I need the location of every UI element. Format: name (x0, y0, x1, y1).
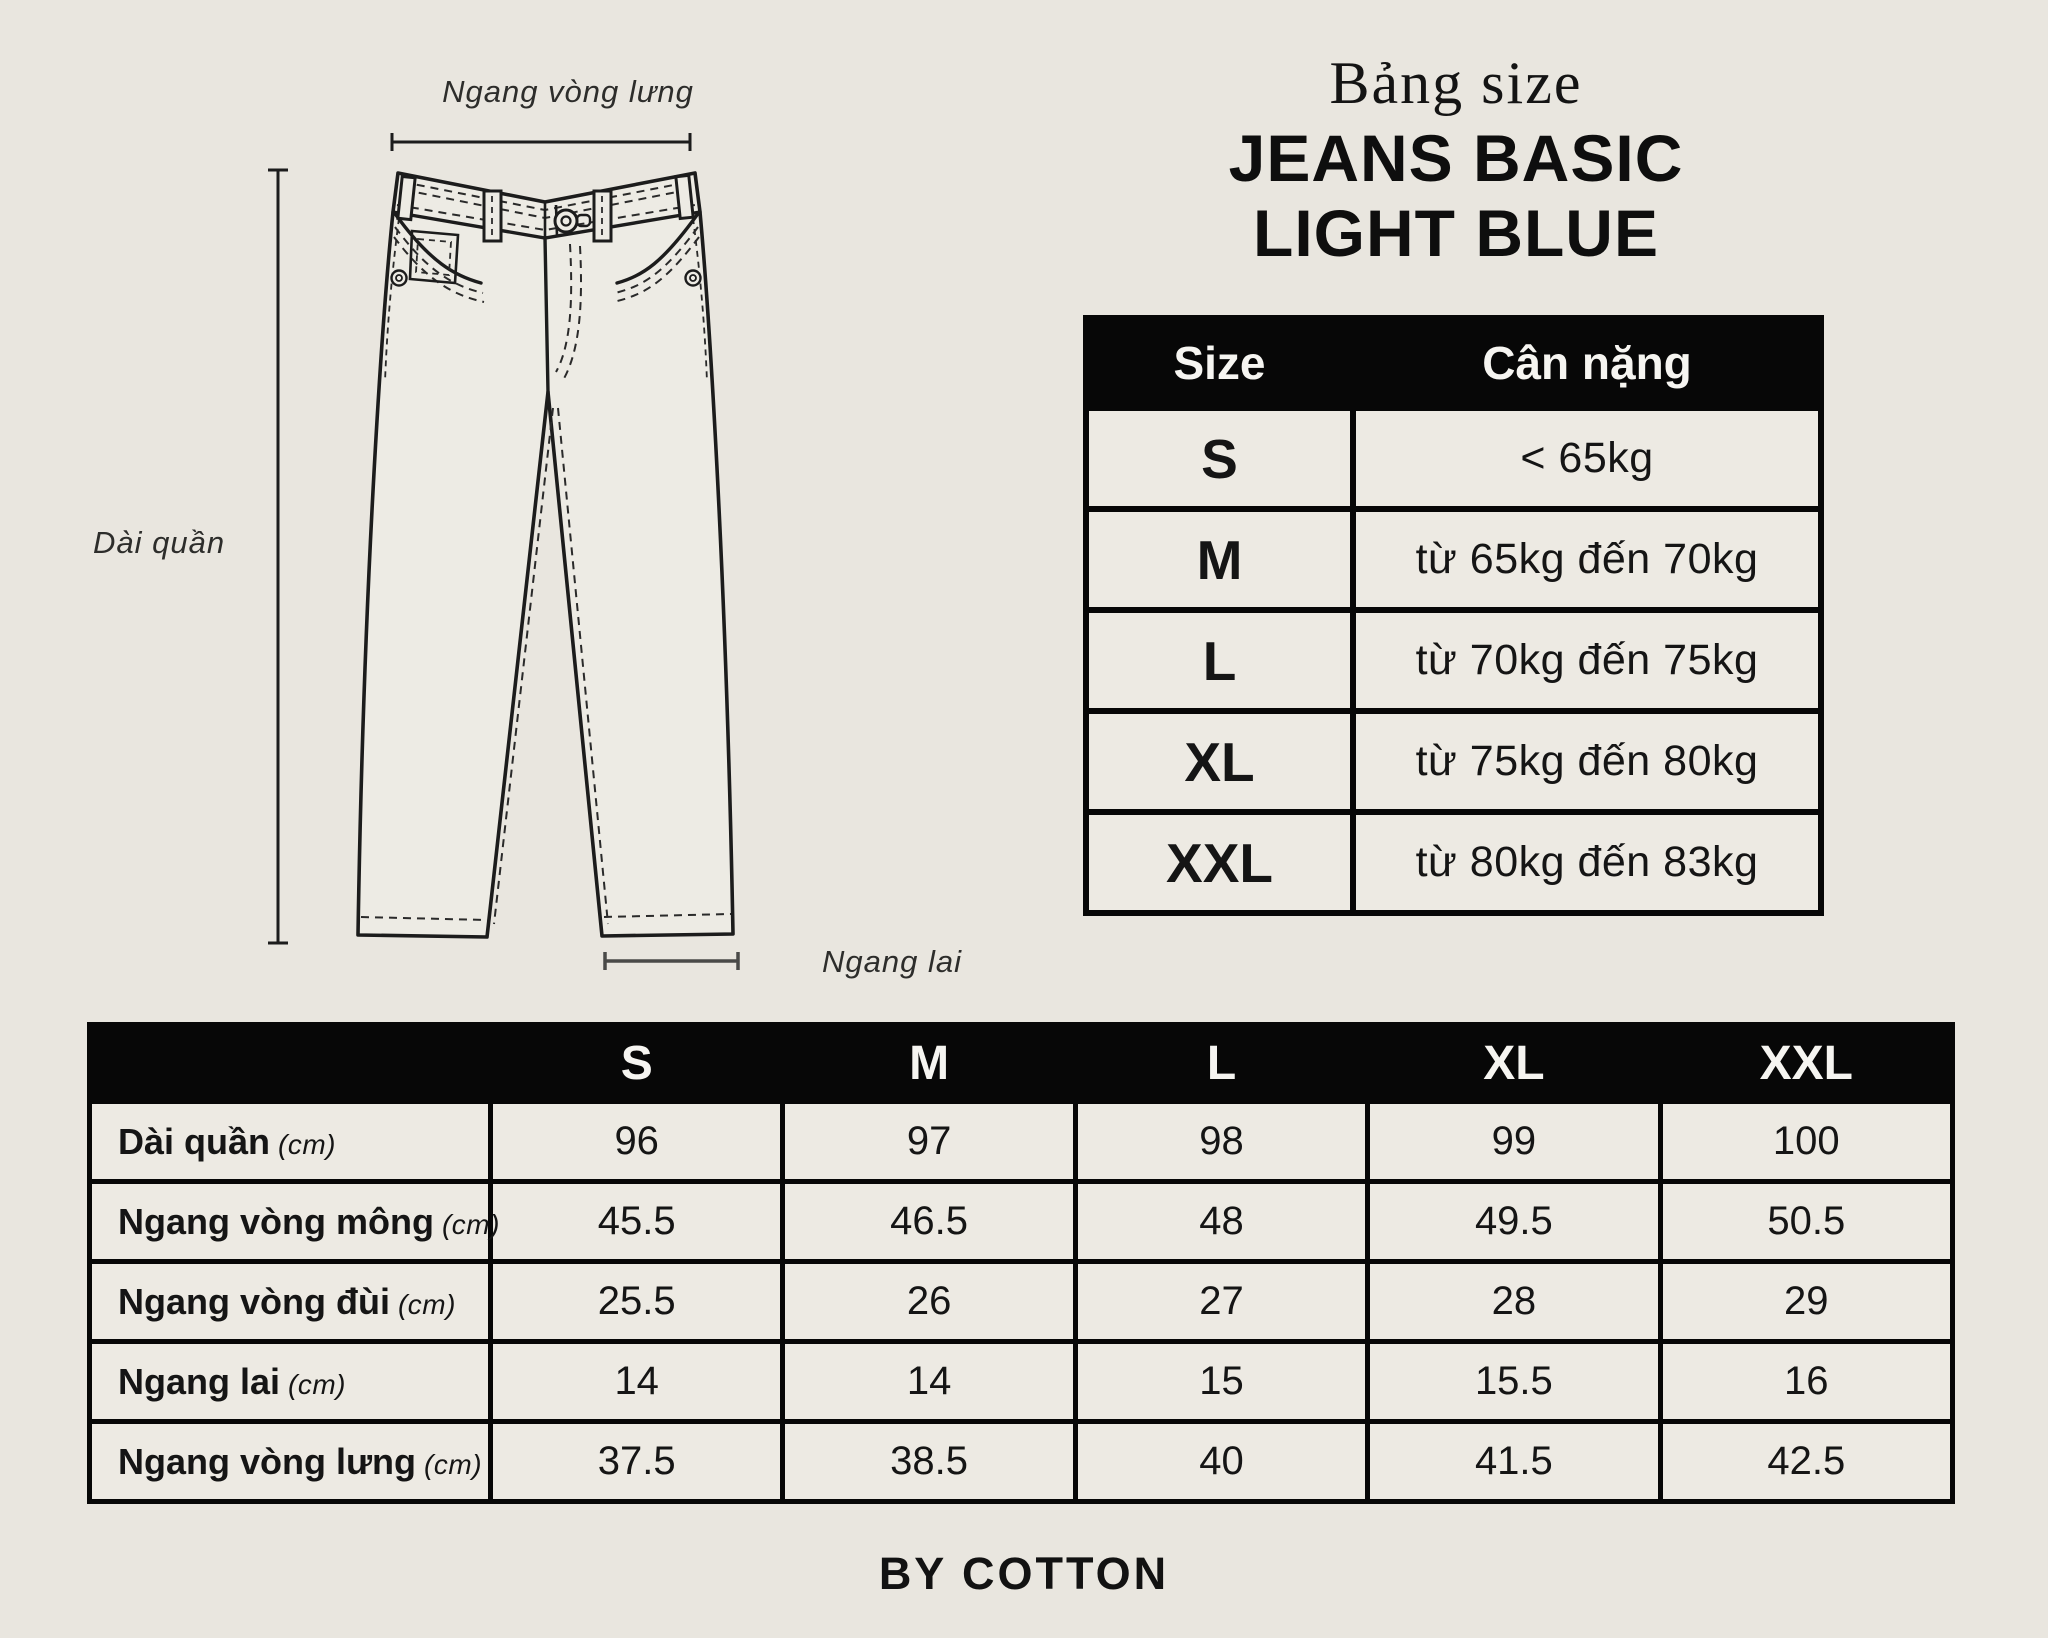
hem-width-label: Ngang lai (822, 944, 962, 979)
size-cell: L (1083, 607, 1356, 714)
measure-row-label: Ngang vòng đùi (cm) (87, 1259, 493, 1344)
unit-label: (cm) (278, 1128, 336, 1160)
measure-cell: 27 (1072, 1259, 1371, 1344)
measure-cell: 29 (1657, 1259, 1956, 1344)
table-row: Ngang vòng đùi (cm) 25.5 26 27 28 29 (87, 1259, 1956, 1344)
measure-header-size: XXL (1657, 1022, 1956, 1104)
table-row: Ngang lai (cm) 14 14 15 15.5 16 (87, 1339, 1956, 1424)
measure-cell: 42.5 (1657, 1419, 1956, 1504)
measure-cell: 38.5 (780, 1419, 1078, 1504)
measure-cell: 48 (1072, 1179, 1371, 1264)
measure-cell: 49.5 (1365, 1179, 1663, 1264)
weight-cell: từ 80kg đến 83kg (1350, 809, 1824, 916)
measure-cell: 50.5 (1657, 1179, 1956, 1264)
unit-label: (cm) (424, 1448, 483, 1480)
measurements-table: S M L XL XXL Dài quần (cm) 96 97 98 99 10… (87, 1022, 1956, 1504)
table-row: M từ 65kg đến 70kg (1083, 506, 1824, 613)
measure-row-label: Ngang vòng lưng (cm) (87, 1419, 493, 1504)
product-title-line1: JEANS BASIC (1228, 121, 1684, 195)
pocket-rivets (390, 269, 702, 287)
measure-cell: 37.5 (487, 1419, 786, 1504)
measure-cell: 40 (1072, 1419, 1371, 1504)
weight-cell: từ 70kg đến 75kg (1350, 607, 1824, 714)
unit-label: (cm) (397, 1288, 456, 1320)
size-cell: XXL (1083, 809, 1356, 916)
measure-cell: 28 (1365, 1259, 1663, 1344)
measure-cell: 14 (780, 1339, 1078, 1424)
table-row: XXL từ 80kg đến 83kg (1083, 809, 1824, 916)
size-cell: XL (1083, 708, 1356, 815)
measure-cell: 15 (1072, 1339, 1371, 1424)
measure-header-size: M (780, 1022, 1078, 1104)
measure-cell: 16 (1657, 1339, 1956, 1424)
measure-cell: 41.5 (1365, 1419, 1663, 1504)
measure-header-size: XL (1365, 1022, 1663, 1104)
jeans-diagram: Ngang vòng lưng Dài quần (93, 74, 962, 979)
table-row: Dài quần (cm) 96 97 98 99 100 (87, 1099, 1956, 1184)
table-row: L từ 70kg đến 75kg (1083, 607, 1824, 714)
unit-label: (cm) (441, 1208, 500, 1240)
measure-cell: 25.5 (487, 1259, 786, 1344)
weight-cell: từ 75kg đến 80kg (1350, 708, 1824, 815)
measure-cell: 45.5 (487, 1179, 786, 1264)
weight-header-weight: Cân nặng (1350, 315, 1824, 411)
measure-cell: 100 (1657, 1099, 1956, 1184)
size-cell: M (1083, 506, 1356, 613)
brand-footer: BY COTTON (878, 1548, 1170, 1599)
measure-header-size: L (1072, 1022, 1371, 1104)
waist-dimension-line (390, 133, 692, 151)
measure-cell: 26 (780, 1259, 1078, 1344)
waist-button (553, 208, 592, 234)
product-title-line2: LIGHT BLUE (1253, 195, 1659, 270)
size-cell: S (1083, 405, 1356, 512)
measure-cell: 96 (487, 1099, 786, 1184)
measure-cell: 46.5 (780, 1179, 1078, 1264)
jeans-outline (356, 171, 735, 939)
page-title-script: Bảng size (1329, 50, 1583, 116)
measure-table-header-row: S M L XL XXL (87, 1022, 1956, 1104)
table-row: XL từ 75kg đến 80kg (1083, 708, 1824, 815)
length-label: Dài quần (93, 525, 225, 560)
measure-header-size: S (487, 1022, 786, 1104)
waist-width-label: Ngang vòng lưng (442, 74, 694, 109)
hem-dimension-line (603, 952, 740, 970)
measure-cell: 98 (1072, 1099, 1371, 1184)
measure-row-label: Dài quần (cm) (87, 1099, 493, 1184)
weight-table-header-row: Size Cân nặng (1083, 315, 1824, 411)
measure-row-label: Ngang vòng mông (cm) (87, 1179, 499, 1264)
table-row: Ngang vòng mông (cm) 45.5 46.5 48 49.5 50… (87, 1179, 1956, 1264)
weight-cell: < 65kg (1350, 405, 1824, 512)
measure-cell: 97 (780, 1099, 1078, 1184)
measure-cell: 99 (1365, 1099, 1663, 1184)
title-block: Bảng size JEANS BASIC LIGHT BLUE (1056, 52, 1856, 270)
length-dimension-line (268, 168, 288, 945)
table-row: Ngang vòng lưng (cm) 37.5 38.5 40 41.5 42… (87, 1419, 1956, 1504)
weight-table: Size Cân nặng S < 65kg M từ 65kg đến 70k… (1083, 315, 1824, 916)
measure-cell: 15.5 (1365, 1339, 1663, 1424)
table-row: S < 65kg (1083, 405, 1824, 512)
weight-cell: từ 65kg đến 70kg (1350, 506, 1824, 613)
measure-cell: 14 (487, 1339, 786, 1424)
measure-row-label: Ngang lai (cm) (87, 1339, 493, 1424)
unit-label: (cm) (288, 1368, 347, 1400)
weight-header-size: Size (1083, 315, 1356, 411)
measure-header-empty (87, 1022, 493, 1104)
belt-loops (396, 173, 695, 243)
